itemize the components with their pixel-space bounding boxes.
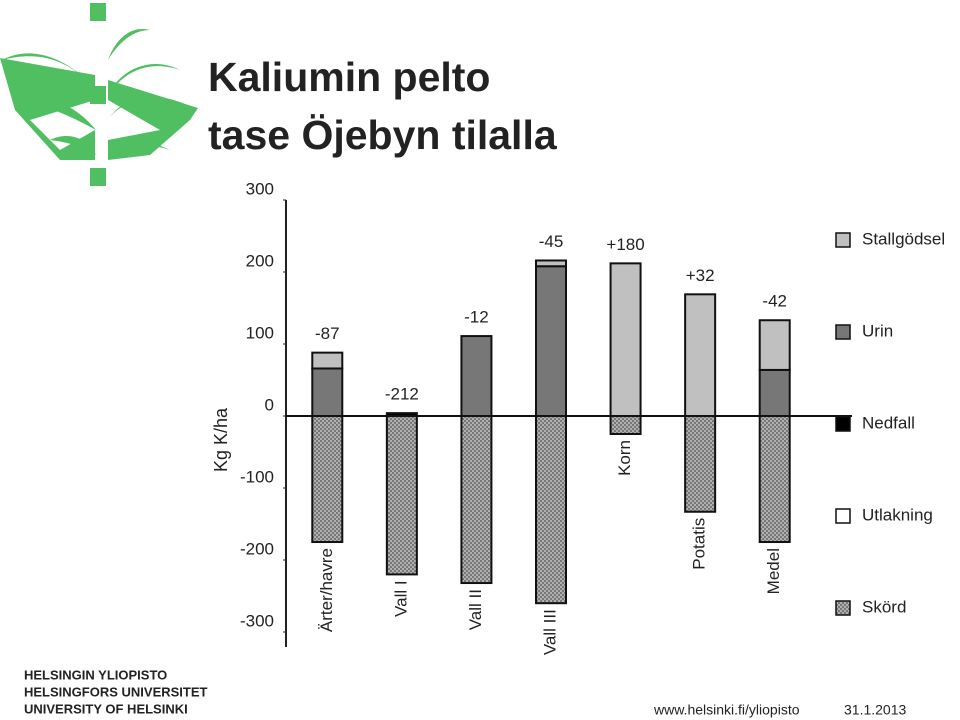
legend-label: Nedfall: [862, 413, 915, 432]
bar-segment: [609, 262, 642, 417]
x-tick-label: Medel: [764, 548, 783, 594]
legend-swatch: [835, 416, 851, 432]
x-tick-label: Potatis: [690, 518, 709, 570]
bar-segment: [535, 415, 567, 605]
bar-segment: [758, 415, 791, 543]
bar-segment: [460, 415, 493, 585]
bar-segment: [684, 293, 717, 418]
x-tick-label: Vall I: [391, 580, 410, 617]
legend-label: Utlakning: [862, 505, 933, 524]
y-tick-label: 0: [265, 395, 274, 414]
x-tick-label: Korn: [615, 440, 634, 476]
bar-segment: [535, 259, 567, 268]
net-label: -45: [539, 232, 564, 251]
title: Kaliumin pelto: [208, 54, 490, 100]
y-tick-label: -100: [240, 467, 274, 486]
bar-segment: [758, 368, 791, 418]
university-name: UNIVERSITY OF HELSINKI: [24, 701, 188, 716]
x-tick-label: Ärter/havre: [317, 548, 336, 632]
y-tick-label: -200: [240, 539, 274, 558]
bar-segment: [609, 415, 642, 435]
net-label: +32: [686, 266, 715, 285]
bar-segment: [311, 367, 344, 418]
bar-segment: [535, 265, 567, 417]
legend-swatch: [835, 232, 851, 248]
net-label: -12: [464, 308, 489, 327]
y-tick-label: 200: [246, 251, 274, 270]
bar-segment: [758, 319, 791, 371]
net-label: -42: [762, 292, 787, 311]
y-tick-label: -300: [240, 611, 274, 630]
bar-segment: [311, 415, 344, 543]
y-tick-label: 100: [246, 323, 274, 342]
legend-swatch: [835, 508, 851, 524]
legend-label: Urin: [862, 321, 893, 340]
title: tase Öjebyn tilalla: [208, 112, 558, 158]
legend-swatch: [835, 324, 851, 340]
footer-date: 31.1.2013: [844, 702, 906, 718]
net-label: +180: [606, 235, 644, 254]
logo: [0, 3, 198, 186]
y-tick-label: 300: [246, 179, 274, 198]
bar-segment: [385, 415, 418, 576]
bar-segment: [460, 335, 493, 417]
university-name: HELSINGFORS UNIVERSITET: [24, 684, 208, 699]
y-axis-label: Kg K/ha: [211, 407, 231, 472]
legend-swatch: [835, 600, 851, 616]
x-tick-label: Vall II: [466, 589, 485, 630]
legend-label: Stallgödsel: [862, 229, 945, 248]
net-label: -87: [315, 324, 340, 343]
bar-segment: [311, 351, 344, 370]
university-name: HELSINGIN YLIOPISTO: [24, 667, 167, 682]
bar-segment: [684, 415, 717, 513]
net-label: -212: [385, 385, 419, 404]
legend-label: Skörd: [862, 597, 906, 616]
footer-url: www.helsinki.fi/yliopisto: [653, 702, 800, 718]
x-tick-label: Vall III: [540, 609, 559, 655]
